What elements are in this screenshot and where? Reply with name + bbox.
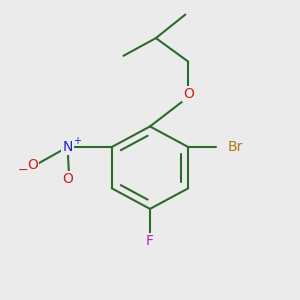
Text: O: O [27, 158, 38, 172]
Text: −: − [18, 164, 28, 176]
Text: N: N [62, 140, 73, 154]
Text: +: + [73, 136, 81, 146]
Text: F: F [146, 234, 154, 248]
Text: O: O [183, 87, 194, 101]
Text: O: O [62, 172, 73, 186]
Text: Br: Br [228, 140, 243, 154]
